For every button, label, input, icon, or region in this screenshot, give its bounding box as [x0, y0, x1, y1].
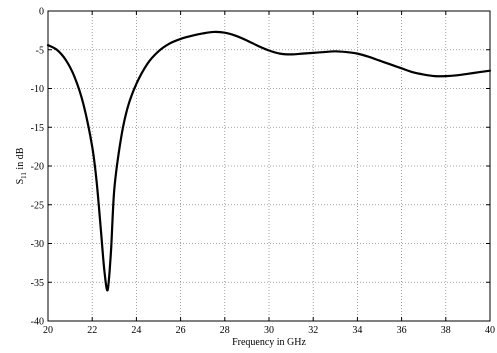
y-tick-label: -25	[31, 200, 44, 211]
x-tick-label: 20	[43, 325, 53, 336]
y-tick-label: -10	[31, 84, 44, 95]
x-tick-label: 38	[441, 325, 451, 336]
tick-marks	[47, 10, 491, 322]
x-tick-label: 32	[308, 325, 318, 336]
y-tick-label: -20	[31, 162, 44, 173]
y-tick-label: -5	[36, 45, 44, 56]
y-tick-label: -35	[31, 278, 44, 289]
grid-lines	[48, 11, 490, 321]
y-axis-label: S11 in dB	[15, 147, 28, 184]
s11-curve	[46, 30, 492, 292]
x-tick-label: 36	[397, 325, 407, 336]
x-tick-label: 34	[352, 325, 362, 336]
plot-frame	[47, 10, 491, 322]
y-tick-label: -30	[31, 239, 44, 250]
x-axis-label: Frequency in GHz	[232, 337, 306, 348]
x-tick-label: 28	[220, 325, 230, 336]
y-tick-label: -15	[31, 123, 44, 134]
y-axis-label-rest: in dB	[15, 147, 26, 172]
y-tick-labels: 0 -5 -10 -15 -20 -25 -30 -35 -40	[31, 7, 44, 328]
x-tick-label: 26	[176, 325, 186, 336]
y-axis-label-main: S	[15, 179, 26, 185]
x-tick-labels: 20 22 24 26 28 30 32 34 36 38 40	[43, 325, 495, 336]
x-tick-label: 30	[264, 325, 274, 336]
y-axis-label-sub: 11	[20, 172, 28, 179]
y-tick-label: 0	[39, 7, 44, 18]
x-tick-label: 40	[485, 325, 495, 336]
x-tick-label: 22	[87, 325, 97, 336]
x-tick-label: 24	[131, 325, 141, 336]
y-tick-label: -40	[31, 317, 44, 328]
